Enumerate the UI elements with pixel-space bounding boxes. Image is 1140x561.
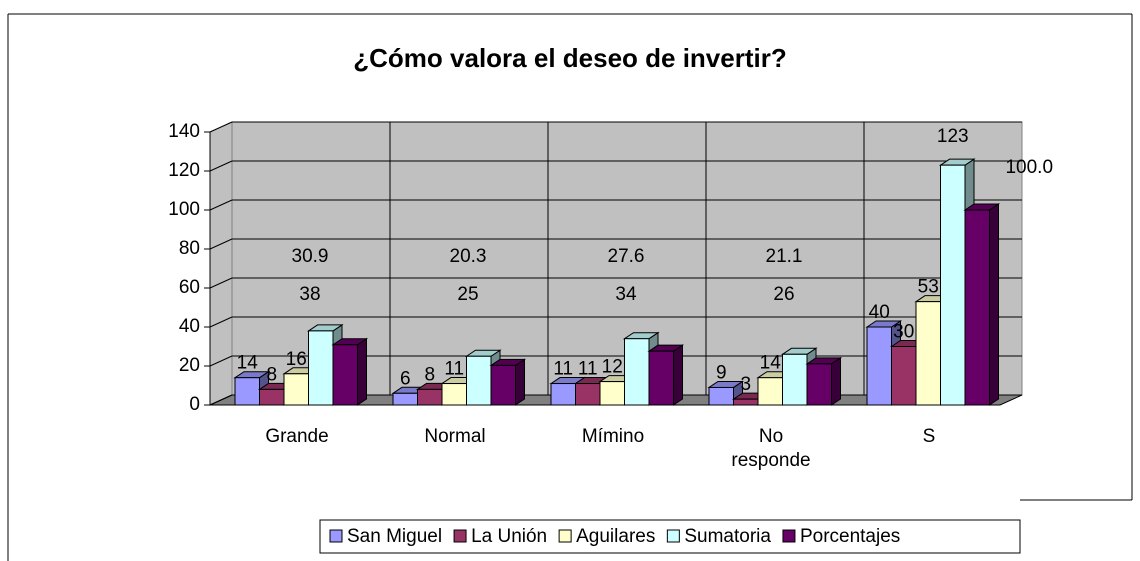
legend-swatch: [666, 529, 680, 543]
data-label: 38: [299, 284, 320, 305]
bar-side: [989, 203, 999, 406]
data-label: 16: [286, 349, 307, 370]
y-tick-label: 60: [179, 277, 200, 298]
bar: [550, 383, 576, 406]
bar: [806, 363, 832, 406]
x-tick-label: Grande: [265, 426, 329, 447]
y-tick-label: 100: [168, 199, 200, 220]
x-tick-label: Mímino: [581, 426, 645, 447]
grid-line: [209, 277, 233, 289]
legend-label: Sumatoria: [684, 526, 771, 547]
data-label: 9: [716, 362, 727, 383]
y-tick-label: 140: [168, 121, 200, 142]
y-tick-label: 80: [179, 238, 200, 259]
bar: [757, 377, 783, 406]
bar: [915, 301, 941, 406]
bar: [733, 398, 759, 406]
data-label: 20.3: [450, 246, 487, 267]
bar: [234, 377, 260, 406]
legend-swatch: [782, 529, 796, 543]
bar-side: [357, 337, 367, 406]
bar: [283, 373, 309, 406]
grid-line: [209, 355, 233, 367]
bar: [392, 392, 418, 406]
y-tick-label: 120: [168, 160, 200, 181]
data-label: 11: [553, 359, 573, 380]
data-label: 8: [424, 364, 435, 385]
data-label: 8: [266, 364, 277, 385]
data-label: 100.0: [1005, 157, 1053, 178]
bar: [648, 350, 674, 406]
bar: [575, 383, 601, 406]
bar: [891, 346, 917, 406]
y-tick-label: 20: [179, 355, 200, 376]
bar: [332, 344, 358, 406]
chart-title: ¿Cómo valora el deseo de invertir?: [353, 43, 786, 73]
bar-side: [831, 356, 841, 406]
bar: [964, 209, 990, 406]
x-tick-label: Normal: [424, 426, 486, 447]
bar: [417, 388, 443, 406]
grid-line: [209, 238, 233, 250]
bar: [259, 388, 285, 406]
data-label: 11: [578, 359, 598, 380]
bar: [624, 338, 650, 406]
data-label: 6: [400, 368, 411, 389]
bar: [490, 364, 516, 406]
y-tick-label: 0: [189, 394, 200, 415]
bar-side: [515, 358, 525, 406]
data-label: 27.6: [608, 246, 645, 267]
grid-line: [209, 121, 233, 133]
data-label: 11: [444, 359, 464, 380]
bar: [441, 383, 467, 406]
y-tick-label: 40: [179, 316, 200, 337]
data-label: 14: [237, 353, 259, 374]
data-label: 34: [615, 284, 637, 305]
data-label: 123: [937, 126, 969, 147]
data-label: 30: [893, 322, 914, 343]
bar: [466, 355, 492, 406]
data-label: 3: [740, 374, 751, 395]
bar: [708, 386, 734, 406]
x-tick-label: No responde: [731, 426, 811, 471]
data-label: 25: [457, 284, 478, 305]
legend-swatch: [329, 529, 343, 543]
bar: [599, 381, 625, 406]
legend-swatch: [453, 529, 467, 543]
grid-line: [209, 199, 233, 211]
grid-line: [209, 394, 233, 406]
data-label: 26: [773, 284, 794, 305]
bar: [308, 330, 334, 406]
data-label: 53: [918, 277, 939, 298]
bar: [866, 326, 892, 406]
bar-side: [673, 344, 683, 406]
grid-line: [209, 316, 233, 328]
data-label: 12: [602, 357, 623, 378]
legend-label: Porcentajes: [800, 526, 900, 547]
data-label: 14: [760, 353, 782, 374]
data-label: 21.1: [766, 246, 803, 267]
legend-label: Aguilares: [576, 526, 655, 547]
legend-label: San Miguel: [347, 526, 442, 547]
bar: [782, 353, 808, 406]
bar: [940, 164, 966, 406]
legend-label: La Unión: [471, 526, 547, 547]
legend-swatch: [558, 529, 572, 543]
x-tick-label: S: [922, 426, 936, 447]
data-label: 40: [869, 302, 890, 323]
grid-line: [209, 160, 233, 172]
data-label: 30.9: [292, 246, 329, 267]
side-wall: [209, 121, 233, 406]
